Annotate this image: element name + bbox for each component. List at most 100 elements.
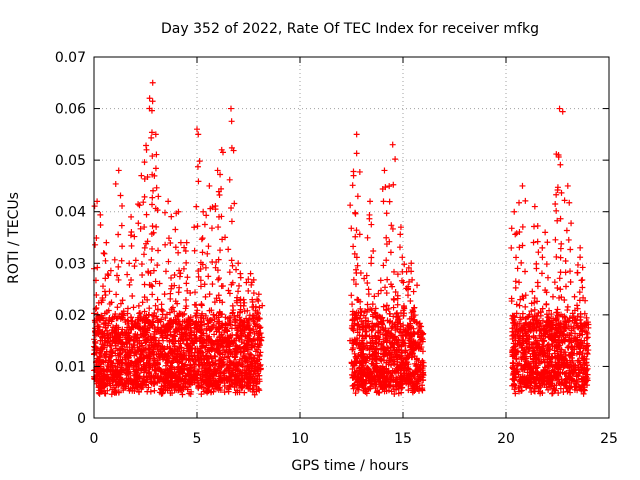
data-point — [220, 347, 227, 354]
data-point — [159, 311, 166, 318]
data-point — [167, 368, 174, 375]
data-point — [162, 315, 169, 322]
data-point — [228, 325, 235, 332]
chart-title: Day 352 of 2022, Rate Of TEC Index for r… — [161, 21, 539, 37]
data-point — [131, 233, 138, 240]
data-point — [130, 364, 137, 371]
data-point — [144, 374, 151, 381]
data-point — [522, 303, 529, 310]
data-point — [138, 172, 145, 179]
data-point — [193, 312, 200, 319]
data-point — [396, 244, 403, 251]
data-point — [128, 344, 135, 351]
data-point — [564, 303, 571, 310]
data-point — [165, 350, 172, 357]
data-point — [228, 257, 235, 264]
data-point — [368, 221, 375, 228]
data-point — [124, 271, 131, 278]
data-point — [223, 348, 230, 355]
data-point — [217, 247, 224, 254]
data-point — [215, 224, 222, 231]
data-point — [227, 359, 234, 366]
y-tick-label: 0 — [77, 411, 86, 427]
data-point — [577, 254, 584, 261]
data-point — [209, 338, 216, 345]
data-point — [141, 193, 148, 200]
x-tick-label: 15 — [394, 431, 412, 447]
data-point — [175, 359, 182, 366]
data-point — [143, 382, 150, 389]
data-point — [225, 342, 232, 349]
data-point — [381, 167, 388, 174]
data-point — [377, 277, 384, 284]
data-point — [166, 323, 173, 330]
data-point — [206, 375, 213, 382]
data-point — [221, 368, 228, 375]
data-point — [198, 343, 205, 350]
data-point — [562, 257, 569, 264]
data-point — [109, 324, 116, 331]
data-point — [349, 326, 356, 333]
data-point — [247, 270, 254, 277]
data-point — [162, 362, 169, 369]
data-point — [147, 346, 154, 353]
data-point — [209, 281, 216, 288]
data-point — [158, 390, 165, 397]
data-point — [171, 272, 178, 279]
data-point — [235, 260, 242, 267]
data-point — [203, 327, 210, 334]
data-point — [244, 342, 251, 349]
data-point — [556, 105, 563, 112]
data-point — [248, 281, 255, 288]
data-point — [92, 344, 99, 351]
data-point — [245, 332, 252, 339]
data-point — [151, 387, 158, 394]
data-point — [232, 379, 239, 386]
data-point — [182, 296, 189, 303]
data-point — [204, 348, 211, 355]
x-tick-label: 20 — [497, 431, 515, 447]
data-point — [151, 375, 158, 382]
data-point — [243, 345, 250, 352]
data-point — [255, 332, 262, 339]
data-point — [407, 297, 414, 304]
data-point — [192, 289, 199, 296]
data-point — [203, 332, 210, 339]
data-point — [348, 292, 355, 299]
x-tick-label: 25 — [600, 431, 618, 447]
data-point — [176, 369, 183, 376]
x-tick-label: 5 — [193, 431, 202, 447]
data-point — [516, 302, 523, 309]
data-point — [224, 354, 231, 361]
data-point — [397, 231, 404, 238]
data-point — [562, 269, 569, 276]
data-point — [225, 386, 232, 393]
data-point — [226, 338, 233, 345]
data-point — [228, 118, 235, 125]
data-point — [94, 323, 101, 330]
data-point — [157, 318, 164, 325]
data-point — [100, 376, 107, 383]
data-point — [116, 351, 123, 358]
data-point — [227, 318, 234, 325]
data-point — [390, 181, 397, 188]
data-point — [237, 343, 244, 350]
data-point — [249, 362, 256, 369]
data-point — [508, 244, 515, 251]
data-point — [146, 95, 153, 102]
data-point — [164, 360, 171, 367]
data-point — [368, 254, 375, 261]
data-point — [119, 297, 126, 304]
data-point — [184, 342, 191, 349]
data-point — [194, 126, 200, 133]
data-point — [184, 274, 191, 281]
data-point — [534, 238, 541, 245]
data-point — [129, 293, 136, 300]
data-point — [212, 360, 219, 367]
data-point — [191, 247, 198, 254]
data-point — [530, 239, 537, 246]
data-point — [516, 199, 523, 206]
data-point — [143, 359, 150, 366]
data-point — [143, 142, 150, 149]
data-point — [399, 254, 406, 261]
